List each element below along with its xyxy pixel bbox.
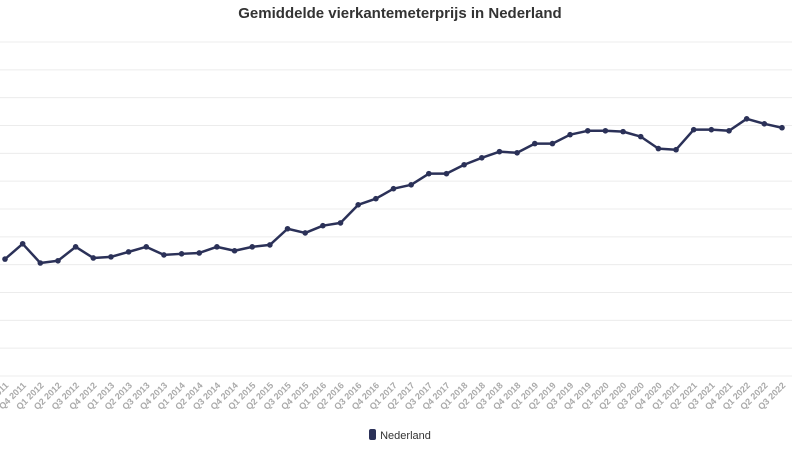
data-point[interactable] <box>161 252 167 258</box>
data-point[interactable] <box>355 202 361 208</box>
data-point[interactable] <box>690 126 697 133</box>
data-point[interactable] <box>584 127 591 134</box>
data-point[interactable] <box>390 185 397 192</box>
data-point[interactable] <box>673 146 679 153</box>
legend-swatch <box>369 429 377 440</box>
data-point[interactable] <box>708 126 715 133</box>
data-point[interactable] <box>373 195 379 202</box>
data-point[interactable] <box>55 257 61 264</box>
data-point[interactable] <box>196 250 203 256</box>
data-point[interactable] <box>72 244 79 250</box>
data-point[interactable] <box>320 222 326 229</box>
data-point[interactable] <box>531 140 538 147</box>
data-point[interactable] <box>496 148 503 155</box>
data-point[interactable] <box>267 242 273 248</box>
data-point[interactable] <box>249 244 256 250</box>
data-point[interactable] <box>514 149 520 156</box>
data-point[interactable] <box>284 225 291 232</box>
data-point[interactable] <box>125 249 132 255</box>
data-point[interactable] <box>655 145 662 152</box>
data-point[interactable] <box>302 230 309 236</box>
data-point[interactable] <box>108 254 114 260</box>
data-point[interactable] <box>90 255 97 261</box>
data-point[interactable] <box>231 247 238 254</box>
data-point[interactable] <box>779 124 785 131</box>
data-point[interactable] <box>214 244 220 250</box>
data-point[interactable] <box>461 161 467 168</box>
data-point[interactable] <box>602 127 609 134</box>
data-point[interactable] <box>620 128 626 135</box>
data-point[interactable] <box>549 140 556 147</box>
data-point[interactable] <box>637 133 644 140</box>
data-point[interactable] <box>408 181 414 188</box>
data-point[interactable] <box>726 127 732 134</box>
data-point[interactable] <box>743 116 750 122</box>
legend[interactable]: Nederland <box>0 429 800 442</box>
data-point[interactable] <box>2 256 8 262</box>
data-point[interactable] <box>478 154 485 161</box>
data-point[interactable] <box>567 131 573 138</box>
data-point[interactable] <box>143 244 150 250</box>
data-point[interactable] <box>178 251 185 257</box>
chart-title: Gemiddelde vierkantemeterprijs in Nederl… <box>238 5 562 22</box>
data-point[interactable] <box>37 260 44 266</box>
data-point[interactable] <box>19 240 26 247</box>
data-point[interactable] <box>443 170 450 177</box>
legend-label: Nederland <box>380 430 431 442</box>
data-point[interactable] <box>761 121 768 127</box>
data-point[interactable] <box>426 170 432 177</box>
data-point[interactable] <box>337 220 344 226</box>
